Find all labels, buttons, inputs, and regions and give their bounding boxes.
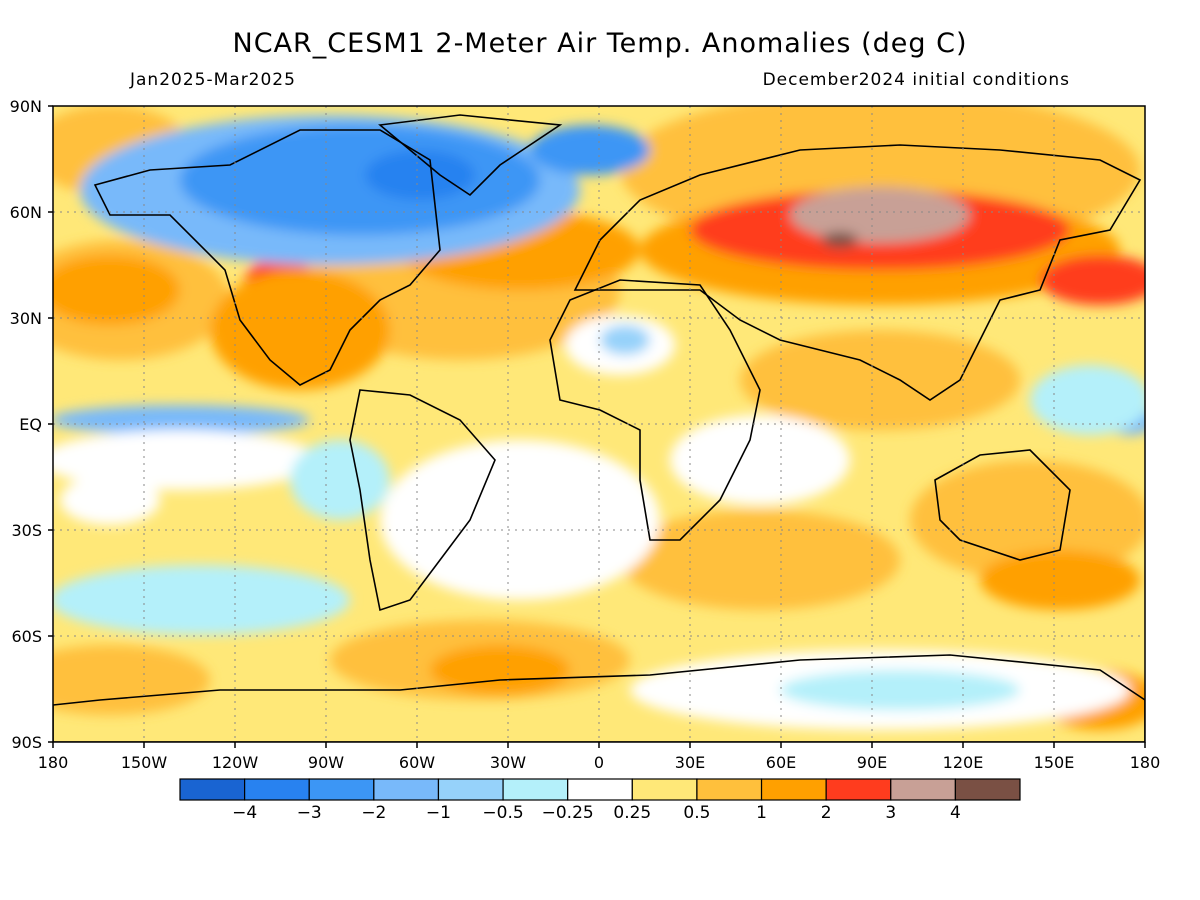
coastlines: [53, 114, 1145, 742]
lon-label: 150W: [121, 753, 168, 772]
lat-label: EQ: [19, 415, 42, 434]
color-legend: −4 −3 −2 −1 −0.5 −0.25 0.25 0.5 1 2 3 4: [179, 778, 1021, 823]
lon-label: 180: [1130, 753, 1161, 772]
lon-label: 30W: [490, 753, 526, 772]
initial-conditions: December2024 initial conditions: [762, 70, 1070, 90]
lon-label: 60E: [766, 753, 796, 772]
legend-swatch: [179, 778, 246, 801]
legend-label: −1: [426, 803, 451, 823]
graticule: [53, 106, 1145, 742]
lon-label: 120W: [212, 753, 259, 772]
legend-label: 3: [885, 803, 896, 823]
lat-label: 30S: [11, 521, 42, 540]
anomaly-field: [53, 106, 1145, 742]
legend-swatch: [631, 778, 698, 801]
legend-label: 2: [821, 803, 832, 823]
legend-swatch: [760, 778, 827, 801]
legend-swatch: [890, 778, 956, 801]
legend-swatch: [954, 778, 1021, 801]
legend-label: −0.5: [482, 803, 523, 823]
legend-label: 0.5: [683, 803, 710, 823]
legend-swatch: [437, 778, 504, 801]
latitude-axis: 90N 60N 30N EQ 30S 60S 90S: [10, 97, 53, 752]
lon-label: 90E: [857, 753, 887, 772]
lon-label: 90W: [308, 753, 344, 772]
legend-label: 4: [950, 803, 961, 823]
legend-swatch: [567, 778, 633, 801]
lat-label: 60S: [11, 627, 42, 646]
lon-label: 0: [594, 753, 604, 772]
lon-label: 30E: [675, 753, 705, 772]
legend-label: −0.25: [542, 803, 594, 823]
lat-label: 30N: [10, 309, 42, 328]
lon-label: 180: [38, 753, 69, 772]
map-title: NCAR_CESM1 2-Meter Air Temp. Anomalies (…: [232, 28, 968, 59]
legend-label: −2: [361, 803, 386, 823]
lat-label: 60N: [10, 203, 42, 222]
legend-swatch: [308, 778, 375, 801]
legend-swatch: [696, 778, 763, 801]
lon-label: 120E: [943, 753, 984, 772]
legend-swatch: [244, 778, 310, 801]
legend-swatch: [825, 778, 892, 801]
legend-label: 0.25: [613, 803, 651, 823]
legend-swatch: [373, 778, 440, 801]
legend-label: −4: [232, 803, 257, 823]
legend-label: 1: [756, 803, 767, 823]
legend-swatch: [502, 778, 569, 801]
lon-label: 150E: [1034, 753, 1075, 772]
forecast-period: Jan2025-Mar2025: [130, 70, 296, 90]
lat-label: 90S: [11, 733, 42, 752]
longitude-axis: 180 150W 120W 90W 60W 30W 0 30E 60E 90E 120E 150E 18…: [38, 742, 1161, 772]
lat-label: 90N: [10, 97, 42, 116]
lon-label: 60W: [399, 753, 435, 772]
legend-label: −3: [297, 803, 322, 823]
